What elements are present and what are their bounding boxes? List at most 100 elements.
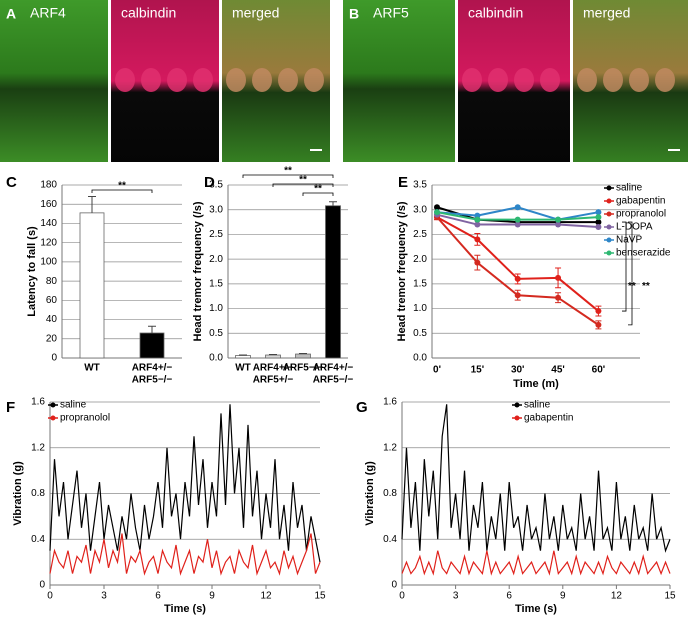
significance-bracket (91, 189, 153, 193)
point (595, 219, 602, 226)
x-tick-label: 9 (209, 591, 215, 602)
point (555, 221, 562, 228)
x-axis-label: Time (s) (515, 603, 557, 615)
point (474, 221, 481, 228)
x-tick-label: 3 (453, 591, 459, 602)
bar (265, 354, 281, 359)
chart: G 0 0.4 0.8 1.2 1.6 Vibration (g) Time (s) 0 3 6 9 1… (356, 397, 676, 615)
point (514, 204, 521, 211)
y-tick-label: 0.4 (383, 534, 397, 545)
cell-body (226, 68, 246, 92)
image-label: merged (232, 5, 279, 21)
y-axis-label: Head tremor frequency (/s) (192, 201, 204, 341)
x-tick-label: WT (84, 363, 100, 374)
legend-marker (514, 402, 520, 408)
x-tick-label: ARF4+/− (253, 363, 294, 374)
legend-label: saline (616, 183, 643, 194)
significance-label: ** (642, 281, 650, 292)
legend-marker (50, 402, 56, 408)
point (595, 308, 602, 315)
point (514, 216, 521, 223)
y-tick-label: 3.5 (413, 180, 427, 191)
error-bar (329, 201, 337, 206)
x-tick-label: ARF5−/− (132, 375, 173, 386)
x-tick-label: ARF5+/− (253, 375, 294, 386)
cell-body (577, 68, 597, 92)
legend-marker (514, 415, 520, 421)
x-tick-label: WT (235, 363, 251, 374)
legend-marker (606, 211, 612, 217)
legend-label: gabapentin (524, 413, 574, 424)
legend-marker (606, 237, 612, 243)
point (474, 259, 481, 266)
cell-body (655, 68, 675, 92)
legend-marker (50, 415, 56, 421)
significance-label: ** (299, 175, 307, 186)
y-tick-label: 120 (40, 237, 57, 248)
micrograph (343, 0, 455, 162)
x-tick-label: 30' (511, 365, 525, 376)
x-tick-label: ARF5−/− (313, 375, 354, 386)
y-tick-label: 1.2 (31, 442, 45, 453)
chart: F 0 0.4 0.8 1.2 1.6 Vibration (g) Time (s) 0 3 6 9 1… (6, 397, 326, 615)
x-tick-label: ARF5−/− (283, 363, 324, 374)
point (434, 204, 440, 211)
panel-letter: C (6, 174, 17, 191)
point (555, 216, 562, 223)
cell-body (141, 68, 161, 92)
cell-body (540, 68, 560, 92)
x-tick-label: 15' (471, 365, 485, 376)
series-line (49, 533, 321, 576)
panel-letter: A (6, 6, 16, 22)
point (595, 321, 602, 328)
point (595, 209, 602, 216)
y-tick-label: 1.6 (383, 397, 397, 408)
significance-bracket (302, 192, 334, 196)
cell-body (193, 68, 213, 92)
legend-marker (606, 185, 612, 191)
bar (79, 212, 105, 359)
image-label: ARF5 (373, 5, 409, 21)
y-tick-label: 1.0 (209, 303, 223, 314)
cell-body (252, 68, 272, 92)
panel-letter: E (398, 174, 408, 191)
significance-bracket (628, 221, 633, 326)
y-tick-label: 180 (40, 180, 57, 191)
significance-bracket (272, 183, 334, 187)
y-axis-label: Head tremor frequency (/s) (396, 201, 408, 341)
legend-label: NaVP (616, 235, 642, 246)
y-tick-label: 2.5 (209, 229, 223, 240)
y-tick-label: 40 (46, 314, 58, 325)
y-tick-label: 3.0 (413, 204, 427, 215)
y-tick-label: 60 (46, 295, 58, 306)
y-tick-label: 0.8 (31, 488, 45, 499)
y-tick-label: 2.0 (413, 254, 427, 265)
x-tick-label: 6 (155, 591, 161, 602)
legend-marker (606, 250, 612, 256)
y-tick-label: 3.0 (209, 204, 223, 215)
x-tick-label: 6 (506, 591, 512, 602)
y-tick-label: 1.5 (413, 278, 427, 289)
x-tick-label: 3 (101, 591, 107, 602)
image-panels: ARF4 calbindin merged A ARF5 calbindin merged B (0, 0, 688, 162)
y-tick-label: 1.6 (31, 397, 45, 408)
point (474, 236, 481, 243)
x-tick-label: ARF4+/− (313, 363, 354, 374)
image-label: calbindin (121, 5, 176, 21)
x-axis-label: Time (m) (513, 378, 559, 390)
image-label: calbindin (468, 5, 523, 21)
y-tick-label: 80 (46, 276, 58, 287)
y-tick-label: 0.5 (209, 328, 223, 339)
y-tick-label: 100 (40, 257, 57, 268)
x-tick-label: 0 (47, 591, 53, 602)
series-line (401, 550, 671, 576)
y-axis-label: Latency to fall (s) (26, 226, 38, 317)
legend-label: gabapentin (616, 196, 666, 207)
y-tick-label: 0.0 (209, 353, 223, 364)
series-line (401, 404, 671, 553)
x-tick-label: 12 (611, 591, 623, 602)
cell-body (488, 68, 508, 92)
point (514, 221, 521, 228)
